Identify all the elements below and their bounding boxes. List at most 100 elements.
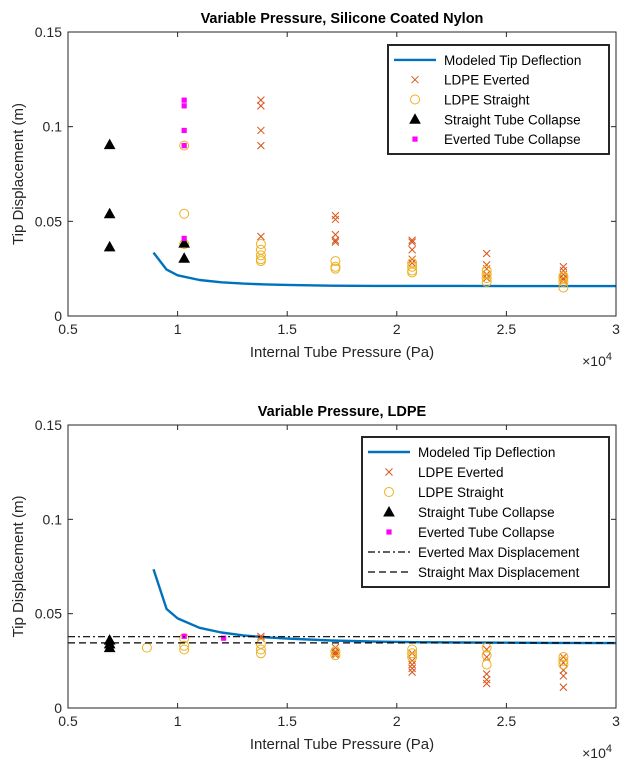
axes-box bbox=[67, 31, 617, 317]
chart-title: Variable Pressure, LDPE bbox=[258, 404, 427, 420]
y-tick-label: 0.05 bbox=[35, 606, 62, 622]
legend: Modeled Tip Deflection LDPE Everted LDPE S… bbox=[361, 436, 610, 588]
series-ldpe-everted-point bbox=[482, 679, 491, 688]
legend-everted-tube-collapse-label: Everted Tube Collapse bbox=[444, 132, 581, 147]
series-ldpe-everted-point bbox=[331, 647, 340, 656]
chart-panel-1: 0.5 1 1.5 2 2.5 3 0 0.05 0.1 0.15 Variable Pressur… bbox=[10, 11, 620, 369]
series-ldpe-everted-point bbox=[408, 236, 416, 245]
x-axis-label: Internal Tube Pressure (Pa) bbox=[250, 736, 434, 753]
series-ldpe-straight-point bbox=[558, 655, 569, 666]
series-ldpe-straight-point bbox=[407, 652, 418, 663]
series-ldpe-straight-point bbox=[558, 276, 569, 287]
series-everted-tube-collapse-point bbox=[181, 143, 187, 149]
series-ldpe-straight-point bbox=[255, 239, 266, 250]
series-ldpe-everted-point bbox=[408, 649, 416, 658]
series-straight-tube-collapse-point bbox=[103, 207, 116, 219]
x-tick-label: 0.5 bbox=[58, 713, 78, 729]
series-ldpe-straight-point bbox=[407, 261, 418, 272]
series-ldpe-straight-point bbox=[255, 644, 266, 655]
axes-box bbox=[67, 424, 617, 709]
series-straight-tube-collapse-point bbox=[178, 237, 191, 248]
series-ldpe-everted-point bbox=[257, 634, 265, 643]
data-layer bbox=[68, 568, 616, 692]
series-ldpe-straight-point bbox=[179, 140, 190, 151]
x-axis-multiplier: ×104 bbox=[582, 743, 612, 761]
series-ldpe-straight-point bbox=[481, 276, 492, 287]
legend-straight-tube-collapse-label: Straight Tube Collapse bbox=[444, 112, 581, 127]
series-straight-tube-collapse-point bbox=[103, 240, 116, 252]
x-tick-label: 2.5 bbox=[497, 321, 517, 337]
legend-modeled-tip-deflection-label: Modeled Tip Deflection bbox=[444, 53, 581, 68]
legend: Modeled Tip Deflection LDPE Everted LDPE S… bbox=[387, 44, 610, 155]
x-tick-label: 3 bbox=[612, 321, 620, 337]
legend-box bbox=[361, 436, 610, 588]
chart-panel-2: 0.5 1 1.5 2 2.5 3 0 0.05 0.1 0.15 Variable Pressur… bbox=[10, 404, 620, 761]
legend-everted-tube-collapse-swatch bbox=[412, 136, 418, 142]
x-tick-label: 1.5 bbox=[277, 713, 297, 729]
series-ldpe-straight-point bbox=[179, 640, 190, 651]
series-ldpe-straight-point bbox=[481, 273, 492, 284]
x-tick-label: 3 bbox=[612, 713, 620, 729]
series-ldpe-everted-point bbox=[559, 672, 568, 680]
legend-ldpe-straight-swatch bbox=[384, 487, 394, 497]
x-tick-label: 2 bbox=[393, 321, 401, 337]
y-axis-label: Tip Displacement (m) bbox=[10, 496, 27, 638]
series-ldpe-everted-point bbox=[331, 211, 340, 220]
legend-ldpe-everted-label: LDPE Everted bbox=[444, 73, 530, 88]
series-ldpe-everted-point bbox=[257, 96, 265, 105]
series-ldpe-straight-point bbox=[407, 644, 418, 655]
series-ldpe-straight-point bbox=[558, 282, 569, 293]
series-ldpe-everted-point bbox=[408, 238, 416, 247]
data-layer bbox=[103, 96, 616, 293]
series-ldpe-straight-point bbox=[330, 263, 341, 274]
legend-straight-tube-collapse-swatch bbox=[409, 113, 421, 124]
y-tick-label: 0 bbox=[54, 700, 62, 716]
x-axis-label: Internal Tube Pressure (Pa) bbox=[250, 344, 434, 361]
series-straight-tube-collapse-point bbox=[103, 138, 116, 150]
x-tick-label: 1 bbox=[174, 321, 182, 337]
legend-ldpe-straight-label: LDPE Straight bbox=[444, 93, 530, 108]
series-ldpe-everted-point bbox=[482, 270, 491, 279]
series-ldpe-everted-point bbox=[482, 675, 491, 684]
y-tick-label: 0 bbox=[54, 308, 62, 324]
y-tick-label: 0.1 bbox=[43, 119, 63, 135]
series-ldpe-everted-point bbox=[331, 238, 340, 247]
series-ldpe-everted-point bbox=[331, 236, 340, 245]
legend-everted-tube-collapse-label: Everted Tube Collapse bbox=[418, 525, 555, 540]
series-ldpe-everted-point bbox=[331, 215, 340, 224]
series-modeled-tip-deflection-line bbox=[152, 251, 616, 288]
y-tick-label: 0.15 bbox=[35, 24, 62, 40]
series-ldpe-everted-point bbox=[408, 259, 416, 267]
legend-everted-max-displacement-label: Everted Max Displacement bbox=[418, 545, 580, 560]
x-tick-label: 0.5 bbox=[58, 321, 78, 337]
series-ldpe-everted-point bbox=[408, 668, 416, 677]
series-ldpe-straight-point bbox=[179, 208, 190, 219]
series-ldpe-everted-point bbox=[331, 230, 340, 239]
series-ldpe-everted-point bbox=[482, 670, 491, 678]
series-straight-tube-collapse-point bbox=[178, 252, 191, 263]
series-ldpe-straight-point bbox=[330, 256, 341, 267]
legend-straight-tube-collapse-label: Straight Tube Collapse bbox=[418, 505, 555, 520]
legend-straight-max-displacement-label: Straight Max Displacement bbox=[418, 565, 580, 580]
series-ldpe-everted-point bbox=[408, 255, 416, 264]
y-axis-label: Tip Displacement (m) bbox=[10, 103, 27, 245]
series-ldpe-everted-point bbox=[257, 632, 265, 641]
legend-ldpe-straight-label: LDPE Straight bbox=[418, 485, 504, 500]
series-ldpe-everted-point bbox=[559, 683, 568, 692]
series-ldpe-everted-point bbox=[559, 266, 568, 275]
series-ldpe-everted-point bbox=[559, 262, 568, 271]
series-ldpe-straight-point bbox=[558, 652, 569, 663]
series-ldpe-everted-point bbox=[257, 101, 265, 110]
x-axis-multiplier: ×104 bbox=[582, 351, 612, 369]
series-ldpe-straight-point bbox=[481, 269, 492, 280]
legend-ldpe-everted-swatch bbox=[385, 468, 393, 476]
series-ldpe-everted-point bbox=[408, 656, 416, 665]
legend-ldpe-everted-label: LDPE Everted bbox=[418, 465, 504, 480]
series-ldpe-everted-point bbox=[559, 666, 568, 675]
series-ldpe-everted-point bbox=[408, 660, 416, 669]
series-ldpe-straight-point bbox=[179, 644, 190, 655]
series-everted-tube-collapse-point bbox=[221, 635, 227, 641]
series-ldpe-everted-point bbox=[331, 651, 340, 660]
series-ldpe-everted-point bbox=[408, 664, 416, 673]
